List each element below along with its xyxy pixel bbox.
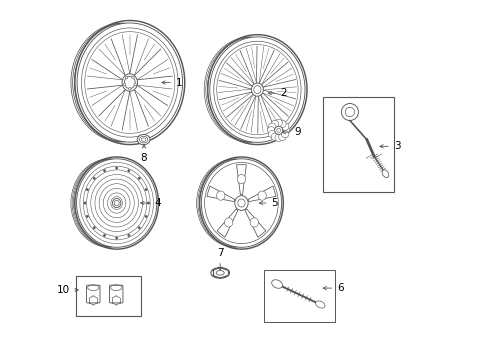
Ellipse shape bbox=[75, 157, 159, 249]
Ellipse shape bbox=[84, 202, 86, 204]
Ellipse shape bbox=[275, 134, 282, 141]
Ellipse shape bbox=[103, 234, 105, 237]
Ellipse shape bbox=[86, 215, 88, 217]
Text: 8: 8 bbox=[141, 145, 147, 163]
Ellipse shape bbox=[199, 157, 283, 249]
Ellipse shape bbox=[251, 83, 263, 96]
Ellipse shape bbox=[145, 189, 147, 191]
Ellipse shape bbox=[128, 87, 131, 90]
Ellipse shape bbox=[113, 198, 121, 208]
Ellipse shape bbox=[250, 218, 258, 227]
Ellipse shape bbox=[137, 135, 150, 145]
Ellipse shape bbox=[128, 170, 130, 172]
Ellipse shape bbox=[237, 175, 245, 184]
Ellipse shape bbox=[103, 170, 105, 172]
Ellipse shape bbox=[147, 202, 149, 204]
Bar bbox=[265, 270, 335, 322]
Bar bbox=[75, 276, 141, 316]
Ellipse shape bbox=[134, 83, 136, 86]
Ellipse shape bbox=[211, 267, 229, 278]
Ellipse shape bbox=[279, 120, 286, 128]
Ellipse shape bbox=[275, 119, 282, 127]
Ellipse shape bbox=[93, 177, 95, 179]
Ellipse shape bbox=[224, 218, 233, 227]
Ellipse shape bbox=[122, 74, 138, 91]
Text: 4: 4 bbox=[141, 198, 161, 208]
Ellipse shape bbox=[125, 76, 128, 79]
Polygon shape bbox=[237, 165, 246, 195]
Polygon shape bbox=[245, 209, 266, 237]
Text: 5: 5 bbox=[259, 198, 278, 208]
Ellipse shape bbox=[258, 191, 267, 200]
Ellipse shape bbox=[274, 126, 283, 134]
Text: 10: 10 bbox=[56, 285, 78, 295]
Ellipse shape bbox=[132, 76, 134, 79]
Ellipse shape bbox=[75, 21, 185, 145]
Ellipse shape bbox=[116, 167, 118, 169]
Ellipse shape bbox=[268, 127, 275, 134]
Ellipse shape bbox=[138, 177, 140, 179]
Ellipse shape bbox=[271, 120, 279, 128]
Ellipse shape bbox=[116, 237, 118, 239]
Ellipse shape bbox=[138, 227, 140, 229]
Ellipse shape bbox=[279, 133, 286, 140]
Text: 1: 1 bbox=[162, 77, 182, 87]
Ellipse shape bbox=[281, 130, 289, 138]
Ellipse shape bbox=[128, 234, 130, 237]
Ellipse shape bbox=[269, 130, 276, 138]
Ellipse shape bbox=[281, 123, 289, 130]
FancyBboxPatch shape bbox=[109, 285, 123, 303]
Ellipse shape bbox=[342, 104, 358, 121]
Ellipse shape bbox=[208, 35, 307, 145]
Text: 2: 2 bbox=[268, 88, 287, 98]
Ellipse shape bbox=[216, 271, 224, 275]
Ellipse shape bbox=[269, 123, 276, 130]
Text: 3: 3 bbox=[380, 141, 400, 151]
Polygon shape bbox=[248, 186, 276, 202]
Ellipse shape bbox=[282, 127, 290, 134]
Text: 7: 7 bbox=[217, 248, 223, 270]
Ellipse shape bbox=[382, 170, 389, 177]
Ellipse shape bbox=[235, 196, 248, 210]
Text: 9: 9 bbox=[282, 127, 301, 137]
Ellipse shape bbox=[271, 280, 282, 288]
Polygon shape bbox=[207, 186, 235, 202]
Ellipse shape bbox=[86, 189, 88, 191]
Text: 6: 6 bbox=[323, 283, 344, 293]
Polygon shape bbox=[217, 209, 238, 237]
Ellipse shape bbox=[316, 301, 325, 308]
Ellipse shape bbox=[271, 133, 279, 140]
Ellipse shape bbox=[93, 227, 95, 229]
Ellipse shape bbox=[123, 83, 126, 86]
Ellipse shape bbox=[145, 215, 147, 217]
Ellipse shape bbox=[217, 191, 225, 200]
Bar bbox=[323, 97, 394, 192]
FancyBboxPatch shape bbox=[87, 285, 100, 303]
